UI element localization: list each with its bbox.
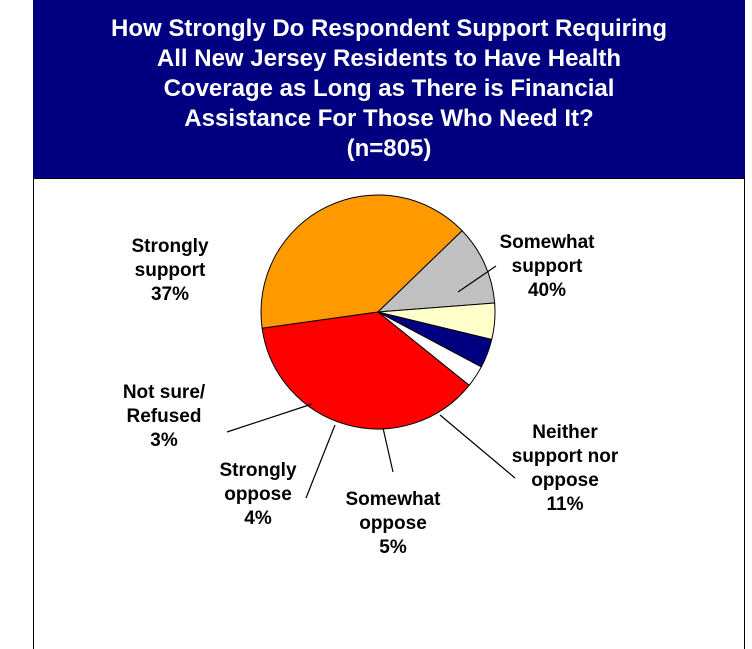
leader-line-somewhat-oppose [382,427,394,473]
chart-frame-right [744,178,745,649]
data-label-line: 5% [379,537,407,558]
chart-title-line-5: (n=805) [346,135,432,162]
pie-slice-somewhat-support [260,194,463,329]
data-label-line: Refused [127,406,202,427]
chart-title-line-4: Assistance For Those Who Need It? [184,105,594,132]
data-label-line: Somewhat [345,489,441,510]
data-label-line: support [135,260,206,281]
data-label-neither-support-nor-oppose: Neither support nor oppose 11% [512,422,619,515]
pie-slice-neither-support-nor-oppose [376,230,496,313]
data-label-line: oppose [224,484,292,505]
chart-frame-left [33,178,34,649]
data-label-line: support nor [512,446,619,467]
data-label-line: oppose [359,513,427,534]
data-label-somewhat-support: Somewhat support 40% [499,232,595,301]
data-label-line: Strongly [219,460,296,481]
leader-line-not-sure-refused [226,403,313,433]
data-label-line: 3% [150,430,178,451]
leader-line-neither-support-nor-oppose [439,414,516,479]
chart-title-line-2: All New Jersey Residents to Have Health [156,45,622,72]
data-label-strongly-support: Strongly support 37% [131,236,208,305]
leader-line-somewhat-support [457,265,497,293]
data-label-line: Somewhat [499,232,595,253]
data-label-line: 40% [528,280,566,301]
data-label-strongly-oppose: Strongly oppose 4% [219,460,296,529]
chart-title-line-1: How Strongly Do Respondent Support Requi… [111,15,667,42]
chart-frame-top [33,178,745,179]
data-label-line: 11% [547,494,584,515]
data-label-line: Neither [532,422,598,443]
data-label-line: Not sure/ [123,382,206,403]
chart-title-line-3: Coverage as Long as There is Financial [163,75,615,102]
data-label-line: 4% [244,508,272,529]
data-label-not-sure-refused: Not sure/Refused 3% [123,382,206,451]
pie-slice-strongly-support [261,311,470,430]
data-label-line: Strongly [131,236,208,257]
data-label-somewhat-oppose: Somewhat oppose 5% [345,489,441,558]
leader-line-strongly-oppose [305,424,336,499]
data-label-line: 37% [151,284,189,305]
data-label-line: oppose [531,470,599,491]
chart-title: How Strongly Do Respondent Support Requi… [33,0,745,178]
data-label-line: support [512,256,583,277]
